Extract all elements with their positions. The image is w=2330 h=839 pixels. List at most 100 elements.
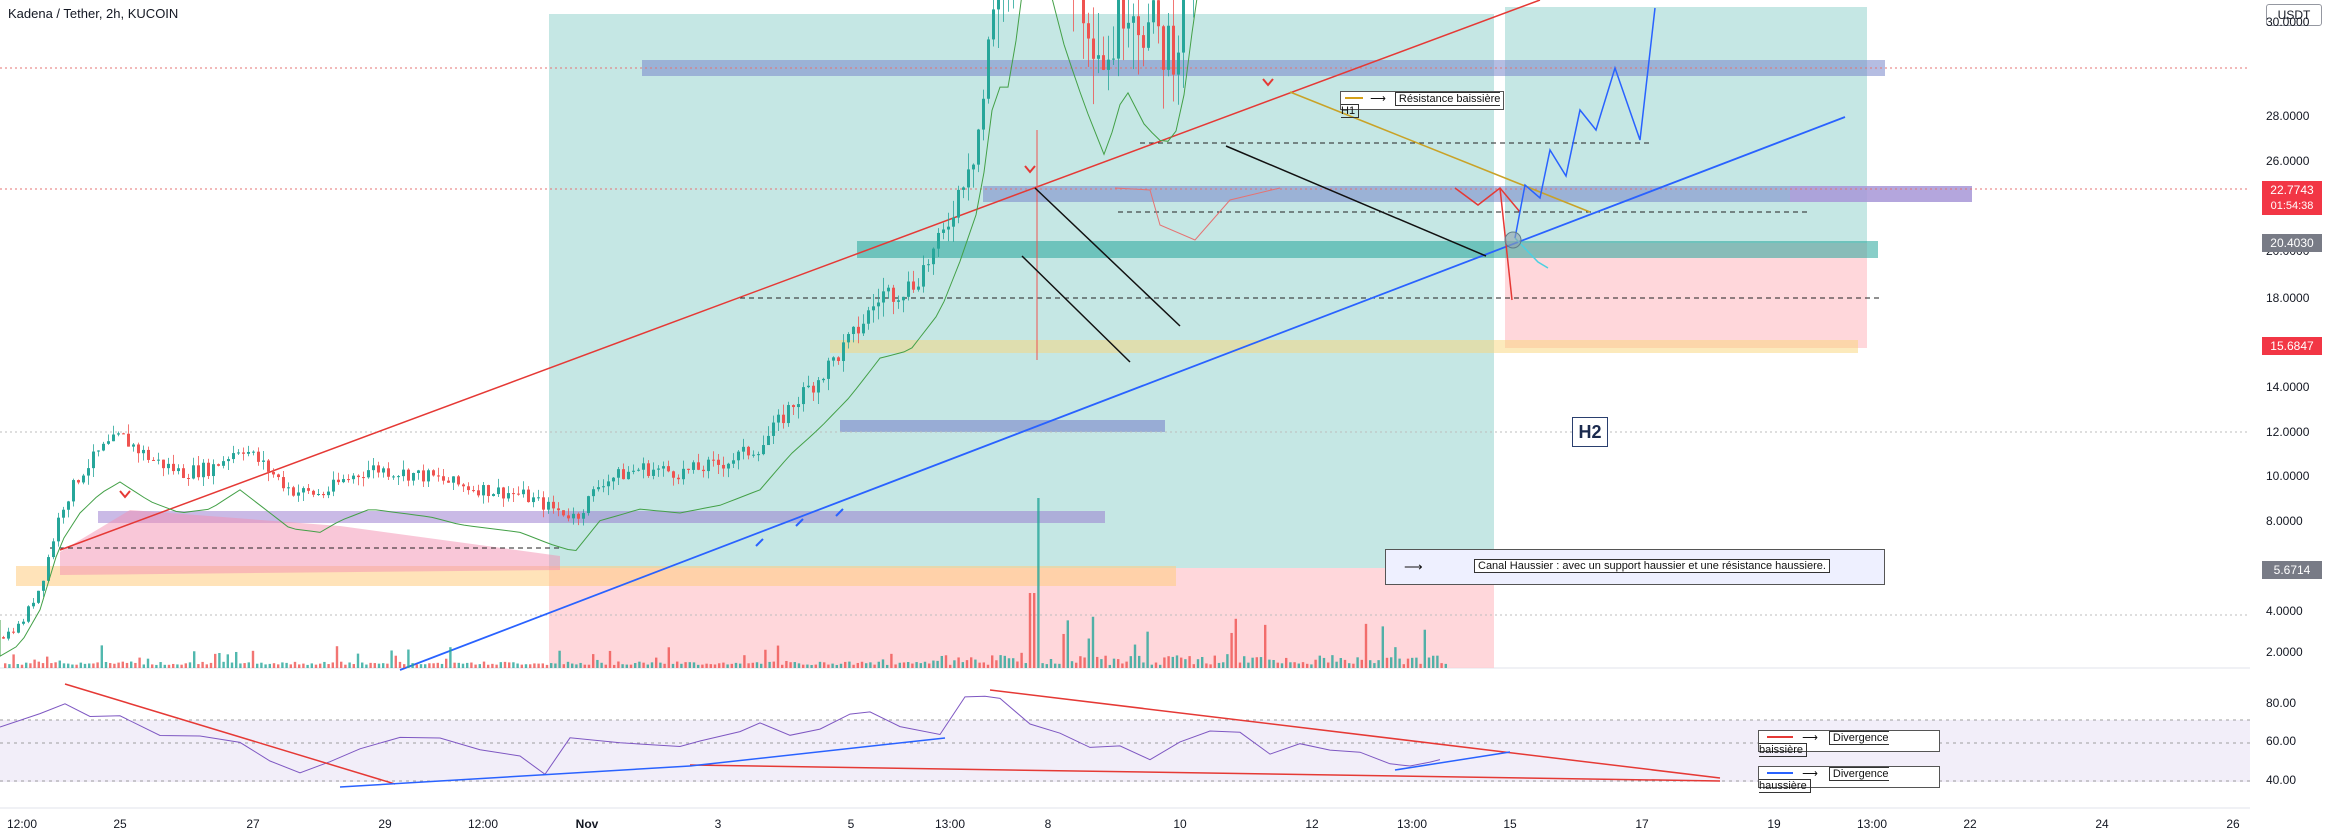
- volume-bar: [1297, 663, 1300, 668]
- volume-bar: [1146, 631, 1149, 668]
- volume-bar: [839, 663, 843, 668]
- volume-bar: [663, 663, 666, 668]
- volume-bar: [999, 655, 1002, 668]
- volume-bar: [730, 663, 733, 668]
- volume-bar: [331, 662, 334, 668]
- candle-body: [182, 468, 185, 478]
- candle-body: [782, 414, 785, 424]
- volume-bar: [814, 664, 817, 668]
- volume-bar: [361, 662, 364, 668]
- candle-body: [452, 476, 455, 483]
- volume-bar: [991, 655, 994, 668]
- candle-body: [1087, 23, 1090, 39]
- candle-body: [1147, 22, 1150, 48]
- volume-bar: [1016, 661, 1019, 668]
- volume-bar: [1163, 657, 1166, 668]
- volume-bar: [974, 659, 977, 668]
- candle-body: [727, 463, 730, 469]
- candle-body: [622, 469, 625, 480]
- support-band-20: [857, 241, 1878, 258]
- volume-bar: [1058, 663, 1061, 668]
- volume-bar: [1033, 593, 1036, 668]
- candle-body: [882, 291, 885, 303]
- volume-bar: [230, 662, 234, 668]
- volume-bar: [940, 655, 943, 668]
- time-tick-label: 15: [1503, 817, 1517, 831]
- candle-body: [577, 513, 580, 519]
- volume-bar: [478, 664, 481, 668]
- legend-line-red-icon: [1767, 735, 1793, 738]
- volume-bar: [848, 661, 851, 668]
- candle-body: [187, 477, 190, 479]
- candle-body: [362, 477, 365, 479]
- candle-body: [557, 508, 560, 511]
- volume-bar: [1310, 664, 1313, 668]
- volume-bar: [1007, 658, 1011, 668]
- trailing-stop-line: [0, 0, 1198, 657]
- arrow-icon: ⟶: [1370, 93, 1386, 105]
- volume-bar: [487, 664, 490, 668]
- volume-bar: [46, 656, 49, 668]
- volume-bar: [898, 662, 901, 668]
- volume-bar: [293, 661, 297, 668]
- candle-body: [242, 452, 245, 454]
- volume-bar: [865, 663, 868, 668]
- candle-body: [617, 469, 620, 478]
- price-tag: 22.7743: [2262, 181, 2322, 199]
- candle-body: [52, 541, 55, 558]
- volume-bar: [1293, 662, 1296, 668]
- candle-body: [682, 468, 685, 480]
- volume-bar: [541, 663, 544, 668]
- volume-bar: [1037, 498, 1040, 668]
- time-tick-label: 12:00: [6, 817, 38, 831]
- candle-body: [902, 296, 905, 301]
- candle-body: [662, 466, 665, 469]
- volume-bar: [642, 662, 645, 668]
- volume-bar: [146, 658, 150, 668]
- volume-bar: [1125, 661, 1128, 668]
- volume-bar: [71, 664, 74, 668]
- volume-bar: [1213, 655, 1216, 668]
- volume-bar: [680, 663, 683, 668]
- volume-bar: [457, 662, 460, 668]
- candle-body: [642, 463, 645, 470]
- volume-bar: [1427, 657, 1431, 668]
- volume-bar: [772, 661, 775, 668]
- rsi-tick-label: 60.00: [2266, 734, 2297, 748]
- volume-bar: [398, 661, 402, 668]
- candle-body: [97, 450, 100, 452]
- candle-body: [42, 580, 45, 591]
- rsi-divergence-bear-2: [989, 689, 1721, 779]
- volume-bar: [310, 663, 313, 668]
- candle-body: [982, 98, 985, 130]
- volume-bar: [155, 664, 158, 668]
- candle-body: [692, 462, 695, 470]
- volume-bar: [1377, 660, 1380, 668]
- volume-bar: [314, 664, 318, 668]
- rsi-tick-label: 80.00: [2266, 696, 2297, 710]
- currency-badge[interactable]: USDT: [2266, 4, 2322, 26]
- volume-bar: [760, 663, 763, 668]
- candle-body: [582, 513, 585, 519]
- candle-body: [937, 232, 940, 249]
- arrow-icon: ⟶: [1802, 732, 1818, 744]
- candle-body: [567, 515, 570, 519]
- volume-bar: [650, 662, 654, 668]
- candle-body: [772, 422, 775, 436]
- resistance-legend: ⟶ Résistance baissière H1: [1340, 91, 1504, 118]
- volume-bar: [440, 663, 444, 668]
- volume-bar: [621, 664, 624, 668]
- bullish-divergence-legend: ⟶ Divergence haussière: [1758, 766, 1940, 793]
- volume-bar: [1121, 663, 1124, 668]
- candle-body: [102, 443, 105, 451]
- volume-bar: [873, 664, 876, 668]
- candle-body: [297, 492, 300, 496]
- candle-body: [1182, 0, 1185, 53]
- volume-bar: [151, 664, 154, 668]
- volume-bar: [802, 664, 805, 668]
- volume-bar: [705, 663, 708, 668]
- volume-bar: [1423, 629, 1426, 668]
- volume-bar: [407, 649, 410, 668]
- h2-label: H2: [1572, 417, 1608, 447]
